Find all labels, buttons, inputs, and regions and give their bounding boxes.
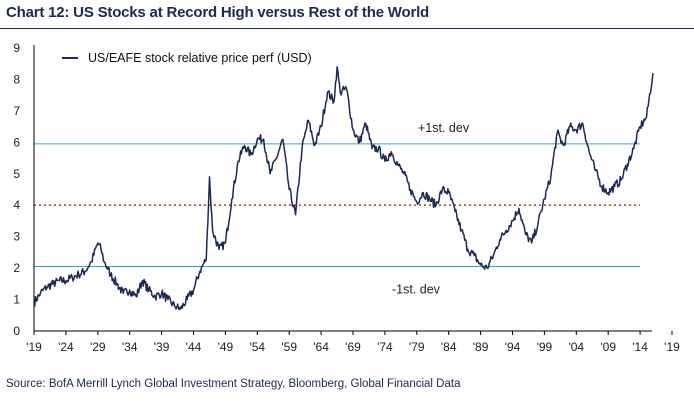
series-line-us-eafe (33, 66, 654, 311)
source-note: Source: BofA Merrill Lynch Global Invest… (6, 378, 461, 390)
x-tick-label: '14 (632, 340, 648, 354)
lower-band-label: -1st. dev (392, 283, 441, 297)
x-tick-label: '79 (409, 340, 425, 354)
y-tick-label: 0 (13, 324, 20, 338)
x-tick-label: '04 (568, 340, 584, 354)
y-tick-label: 8 (13, 72, 20, 86)
x-tick-label: '59 (281, 340, 297, 354)
x-tick-label: '44 (186, 340, 202, 354)
y-axis: 0 1 2 3 4 5 6 7 8 9 (13, 41, 35, 338)
x-tick-label: '24 (58, 340, 74, 354)
x-tick-label: '39 (154, 340, 170, 354)
chart-title: Chart 12: US Stocks at Record High versu… (6, 4, 430, 21)
x-axis: '19 '24 '29 '34 '39 '44 '49 '54 '59 '64 '69 '74 '79 '… (26, 330, 680, 354)
upper-band-label: +1st. dev (418, 121, 470, 135)
y-tick-label: 9 (13, 41, 20, 55)
x-tick-label: '19 (26, 340, 42, 354)
y-tick-label: 1 (13, 293, 20, 307)
y-tick-label: 7 (13, 104, 20, 118)
x-tick-label: '29 (90, 340, 106, 354)
reference-lines (34, 143, 640, 268)
y-tick-label: 4 (13, 198, 20, 212)
x-tick-label: '54 (249, 340, 265, 354)
annotations: +1st. dev -1st. dev (392, 121, 470, 297)
x-tick-label: '09 (600, 340, 616, 354)
legend-label: US/EAFE stock relative price perf (USD) (88, 51, 312, 65)
y-tick-label: 5 (13, 167, 20, 181)
x-tick-label: '49 (218, 340, 234, 354)
legend: US/EAFE stock relative price perf (USD) (62, 51, 312, 65)
title-rule (0, 28, 694, 29)
x-tick-label: '64 (313, 340, 329, 354)
y-tick-label: 2 (13, 261, 20, 275)
x-tick-label: '34 (122, 340, 138, 354)
x-tick-label: '99 (537, 340, 553, 354)
x-tick-label: '69 (345, 340, 361, 354)
x-tick-label: '94 (505, 340, 521, 354)
x-tick-label: '74 (377, 340, 393, 354)
y-tick-label: 6 (13, 135, 20, 149)
x-tick-label: '19 (664, 340, 680, 354)
x-tick-label: '89 (473, 340, 489, 354)
y-tick-label: 3 (13, 230, 20, 244)
series-layer (33, 66, 654, 311)
x-tick-label: '84 (441, 340, 457, 354)
